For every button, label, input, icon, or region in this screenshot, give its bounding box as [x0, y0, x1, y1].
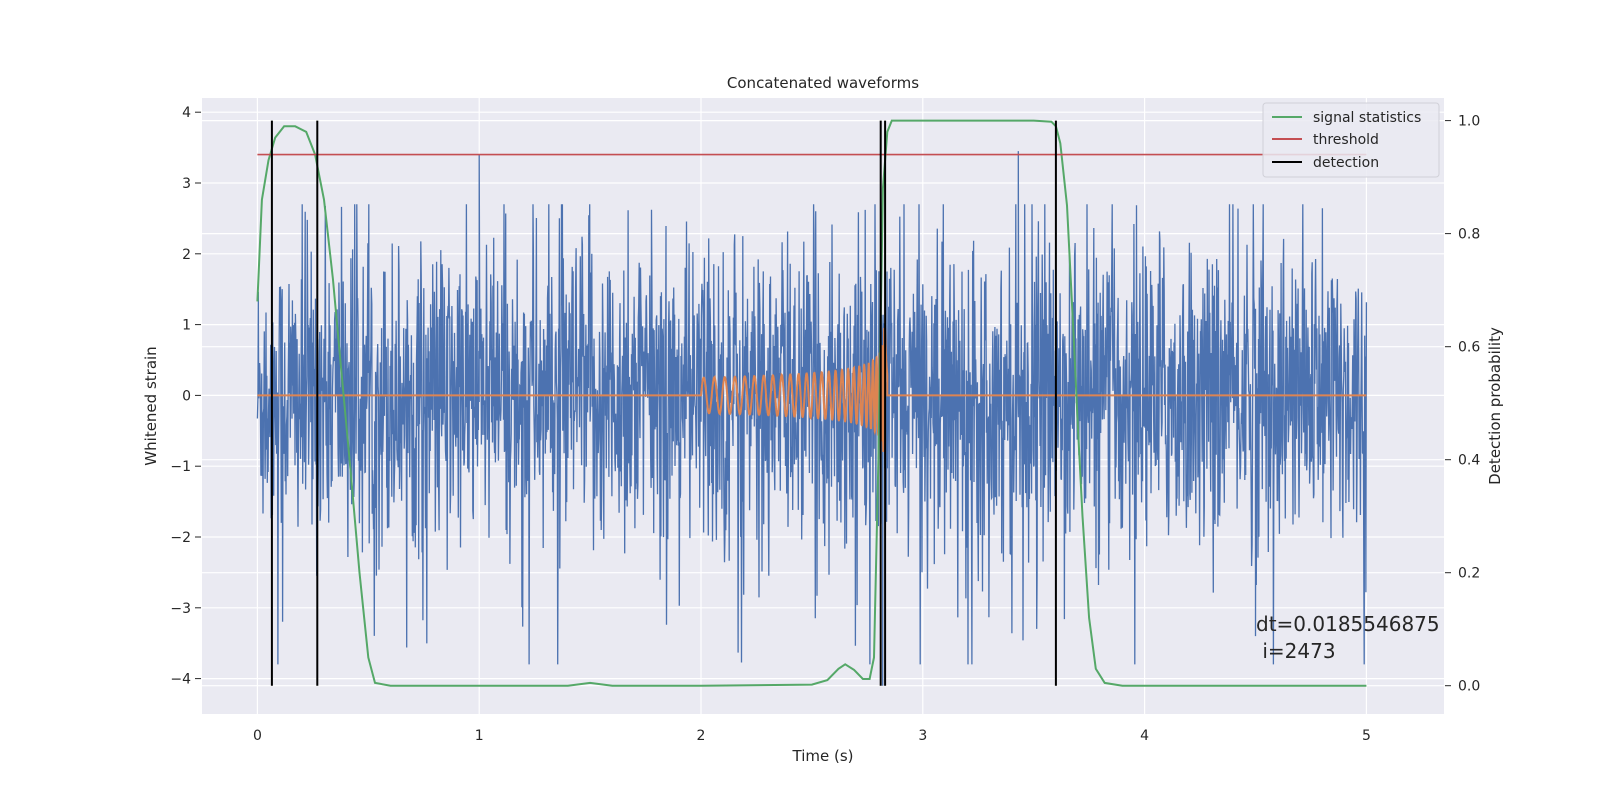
y2-tick-label: 0.2: [1458, 566, 1480, 582]
x-tick-label: 0: [253, 728, 262, 744]
y2-tick-label: 1.0: [1458, 114, 1480, 130]
y-tick-label: 2: [182, 247, 191, 263]
legend-label-threshold: threshold: [1313, 132, 1379, 148]
series-whitened-strain: [256, 151, 1368, 686]
legend: signal statistics threshold detection: [1262, 102, 1440, 178]
y-axis-label: Whitened strain: [142, 346, 160, 465]
legend-box: [1262, 102, 1440, 178]
y-tick-label: 3: [182, 176, 191, 192]
x-tick-label: 5: [1362, 728, 1371, 744]
y-tick-label: 0: [182, 388, 191, 404]
legend-label-detection: detection: [1313, 155, 1379, 171]
y2-tick-label: 0.4: [1458, 453, 1480, 469]
y-tick-label: −1: [170, 459, 191, 475]
y-tick-label: −2: [170, 530, 191, 546]
annotation-index: i=2473: [1256, 639, 1336, 663]
series-injected-waveform: [257, 327, 1367, 452]
y2-tick-label: 0.0: [1458, 679, 1480, 695]
series-detection: [270, 120, 1057, 686]
axis-ticks: 0 1 2 3 4 5 −4 −3 −2 −1 0 1 2 3 4 0.0 0.2 0.4 0.6 0.8 1.0: [170, 105, 1480, 744]
y2-tick-label: 0.6: [1458, 340, 1480, 356]
y2-axis-label: Detection probability: [1486, 327, 1504, 485]
series-signal-statistics: [256, 119, 1367, 687]
annotation-dt: dt=0.0185546875: [1256, 612, 1440, 636]
x-tick-label: 3: [918, 728, 927, 744]
legend-label-signal-statistics: signal statistics: [1313, 110, 1421, 126]
x-axis-label: Time (s): [792, 747, 854, 765]
x-tick-label: 2: [697, 728, 706, 744]
y2-tick-label: 0.8: [1458, 227, 1480, 243]
y-tick-label: −4: [170, 672, 191, 688]
x-tick-label: 4: [1140, 728, 1149, 744]
y-tick-label: 1: [182, 318, 191, 334]
y-tick-label: −3: [170, 601, 191, 617]
y-tick-label: 4: [182, 105, 191, 121]
x-tick-label: 1: [475, 728, 484, 744]
chart-title: Concatenated waveforms: [727, 74, 919, 92]
